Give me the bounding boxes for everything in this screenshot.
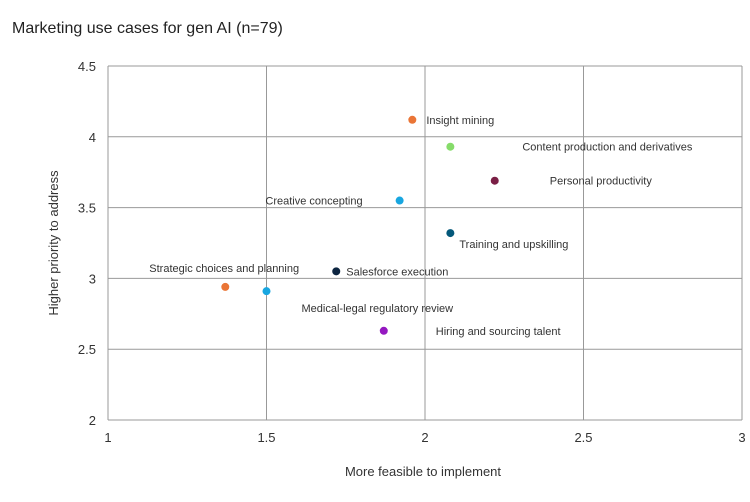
y-tick-label: 4 xyxy=(89,130,96,145)
x-tick-label: 1.5 xyxy=(257,430,275,445)
data-label: Personal productivity xyxy=(550,176,653,188)
x-axis-label: More feasible to implement xyxy=(345,464,501,479)
y-tick-label: 2 xyxy=(89,413,96,428)
chart-title: Marketing use cases for gen AI (n=79) xyxy=(12,20,283,37)
x-tick-label: 1 xyxy=(104,430,111,445)
data-label: Content production and derivatives xyxy=(522,142,692,154)
y-tick-label: 4.5 xyxy=(78,59,96,74)
data-point xyxy=(395,196,404,205)
data-point xyxy=(408,115,417,124)
y-tick-label: 3 xyxy=(89,271,96,286)
data-point xyxy=(262,287,271,296)
data-label: Hiring and sourcing talent xyxy=(436,326,561,338)
data-label: Creative concepting xyxy=(265,196,362,208)
x-tick-label: 2 xyxy=(421,430,428,445)
data-label: Insight mining xyxy=(426,115,494,127)
data-point xyxy=(221,282,230,291)
x-tick-label: 2.5 xyxy=(574,430,592,445)
y-axis-label: Higher priority to address xyxy=(46,170,61,316)
data-label: Training and upskilling xyxy=(459,239,568,251)
y-tick-label: 2.5 xyxy=(78,342,96,357)
data-point xyxy=(446,229,455,238)
data-label: Salesforce execution xyxy=(346,266,448,278)
data-point xyxy=(446,142,455,151)
data-label: Strategic choices and planning xyxy=(149,263,299,275)
y-tick-label: 3.5 xyxy=(78,201,96,216)
data-point xyxy=(379,326,388,335)
data-label: Medical-legal regulatory review xyxy=(302,303,454,315)
x-tick-label: 3 xyxy=(738,430,745,445)
data-point xyxy=(490,176,499,185)
data-point xyxy=(332,267,341,276)
